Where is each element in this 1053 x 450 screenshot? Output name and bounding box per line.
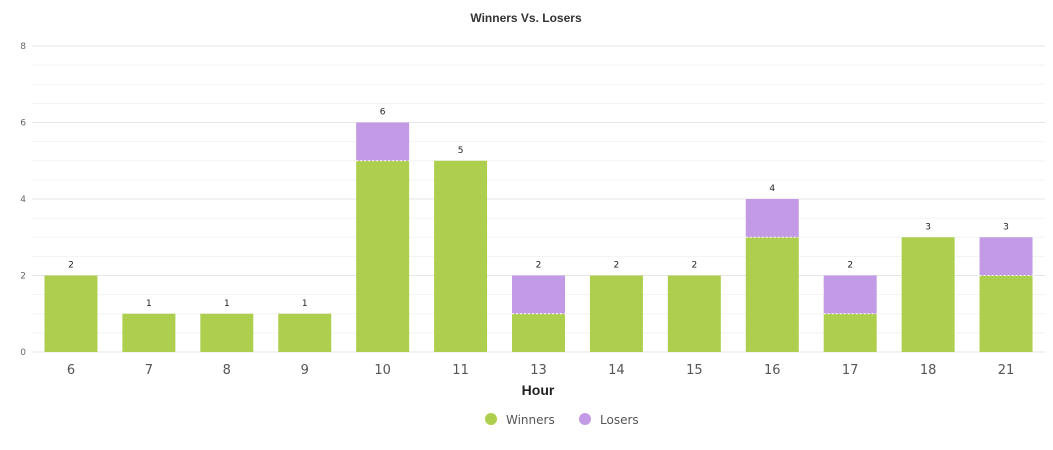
x-tick-label: 10 <box>374 363 391 378</box>
chart-title: Winners Vs. Losers <box>470 11 582 25</box>
x-tick-label: 15 <box>686 363 703 378</box>
legend-marker <box>579 413 591 425</box>
total-label-21: 3 <box>1003 222 1009 232</box>
bar-losers-21[interactable] <box>979 237 1033 276</box>
bar-losers-16[interactable] <box>745 199 799 238</box>
x-tick-label: 8 <box>223 363 231 378</box>
bar-winners-6[interactable] <box>44 275 98 353</box>
legend-item-winners[interactable]: Winners <box>485 413 555 427</box>
bar-winners-8[interactable] <box>200 313 254 352</box>
x-tick-label: 7 <box>145 363 153 378</box>
x-tick-label: 17 <box>842 363 859 378</box>
bar-winners-13[interactable] <box>512 313 565 352</box>
y-tick-label: 6 <box>20 119 26 129</box>
total-label-18: 3 <box>925 222 931 232</box>
legend-label: Losers <box>600 413 639 427</box>
x-tick-label: 16 <box>764 363 781 378</box>
total-label-10: 6 <box>380 108 386 118</box>
legend: Winners Losers <box>485 413 639 427</box>
y-tick-label: 2 <box>20 272 26 282</box>
y-tick-label: 4 <box>20 195 26 205</box>
total-label-9: 1 <box>302 299 308 309</box>
bar-winners-14[interactable] <box>589 275 643 353</box>
total-label-7: 1 <box>146 299 152 309</box>
total-label-15: 2 <box>691 261 697 271</box>
bar-winners-21[interactable] <box>979 275 1033 353</box>
bar-winners-15[interactable] <box>667 275 721 353</box>
bar-winners-18[interactable] <box>901 237 955 352</box>
total-label-14: 2 <box>614 261 620 271</box>
x-tick-label: 21 <box>998 363 1015 378</box>
x-tick-label: 13 <box>530 363 547 378</box>
bar-winners-10[interactable] <box>356 160 410 352</box>
bar-losers-17[interactable] <box>823 275 877 314</box>
x-axis-title: Hour <box>522 382 555 398</box>
x-tick-label: 18 <box>920 363 937 378</box>
data-labels: 2 1 1 1 6 5 2 2 2 4 2 3 3 <box>68 108 1009 309</box>
bar-winners-17[interactable] <box>823 313 877 352</box>
x-tick-label: 9 <box>301 363 309 378</box>
bars <box>44 122 1033 353</box>
x-tick-label: 14 <box>608 363 625 378</box>
bar-winners-9[interactable] <box>278 313 332 352</box>
bar-losers-10[interactable] <box>356 122 410 161</box>
bar-losers-13[interactable] <box>512 275 565 314</box>
bar-winners-11[interactable] <box>434 160 488 352</box>
legend-item-losers[interactable]: Losers <box>579 413 639 427</box>
total-label-8: 1 <box>224 299 230 309</box>
legend-marker <box>485 413 497 425</box>
bar-winners-16[interactable] <box>745 237 799 352</box>
bar-winners-7[interactable] <box>122 313 176 352</box>
total-label-16: 4 <box>769 184 775 194</box>
y-tick-label: 8 <box>20 42 26 52</box>
total-label-13: 2 <box>536 261 542 271</box>
total-label-11: 5 <box>458 146 464 156</box>
total-label-17: 2 <box>847 261 853 271</box>
grid-lines <box>32 45 1045 353</box>
legend-label: Winners <box>506 413 555 427</box>
x-tick-label: 6 <box>67 363 75 378</box>
y-tick-label: 0 <box>20 348 26 358</box>
x-tick-label: 11 <box>452 363 469 378</box>
total-label-6: 2 <box>68 261 74 271</box>
